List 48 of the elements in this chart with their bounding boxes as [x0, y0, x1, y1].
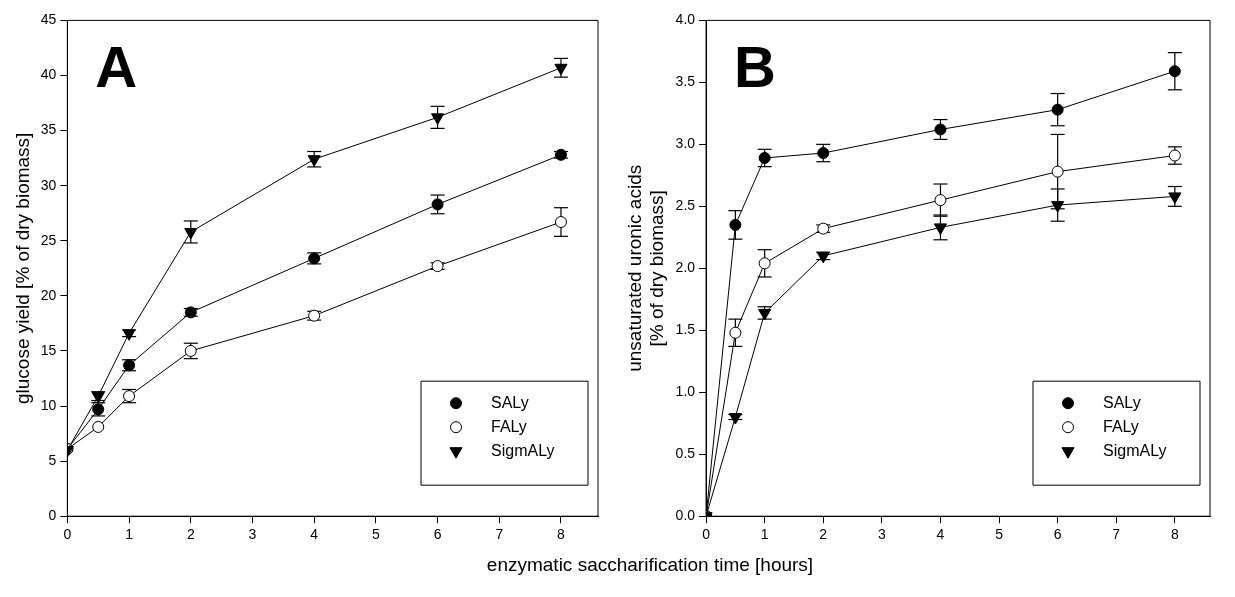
legend-label: FALy	[491, 417, 527, 435]
x-tick-label: 7	[495, 526, 504, 543]
x-tick-label: 7	[1112, 526, 1121, 543]
legend-label: SigmALy	[1103, 441, 1167, 459]
y-tick-label: 45	[40, 11, 57, 28]
x-tick-label: 1	[125, 526, 134, 543]
x-tick-label: 6	[1053, 526, 1062, 543]
y-tick-label: 1.5	[675, 321, 696, 338]
y-tick-label: 2.0	[675, 259, 696, 276]
y-axis-title: unsaturated uronic acids [% of dry biomass]	[623, 164, 668, 372]
y-tick-label: 30	[40, 176, 57, 193]
x-tick-label: 8	[1170, 526, 1179, 543]
x-tick-label: 5	[371, 526, 380, 543]
chart-title: B	[734, 34, 776, 100]
y-tick-label: 0.0	[675, 507, 696, 524]
x-tick-label: 3	[877, 526, 886, 543]
y-tick-label: 2.5	[675, 197, 696, 214]
y-tick-label: 35	[40, 121, 57, 138]
x-tick-label: 6	[433, 526, 442, 543]
y-tick-label: 25	[40, 231, 57, 248]
legend-label: SALy	[1103, 393, 1141, 411]
y-tick-label: 5	[48, 451, 57, 468]
y-axis-title: glucose yield [% of dry biomass]	[11, 132, 33, 404]
y-tick-label: 1.0	[675, 383, 696, 400]
y-tick-label: 20	[40, 286, 57, 303]
x-tick-label: 1	[760, 526, 769, 543]
y-tick-label: 3.5	[675, 73, 696, 90]
y-tick-label: 4.0	[675, 11, 696, 28]
y-tick-label: 10	[40, 396, 57, 413]
x-tick-label: 2	[819, 526, 828, 543]
x-tick-label: 5	[995, 526, 1004, 543]
x-axis-title: enzymatic saccharification time [hours]	[485, 554, 815, 576]
x-tick-label: 2	[186, 526, 195, 543]
x-tick-label: 0	[63, 526, 72, 543]
y-tick-label: 15	[40, 341, 57, 358]
y-tick-label: 3.0	[675, 135, 696, 152]
y-tick-label: 0.5	[675, 445, 696, 462]
x-tick-label: 0	[702, 526, 711, 543]
y-tick-label: 0	[48, 507, 57, 524]
x-tick-label: 8	[557, 526, 566, 543]
legend-label: SALy	[491, 393, 529, 411]
legend-label: SigmALy	[491, 441, 555, 459]
x-tick-label: 4	[936, 526, 945, 543]
legend-label: FALy	[1103, 417, 1139, 435]
x-tick-label: 4	[310, 526, 319, 543]
y-tick-label: 40	[40, 66, 57, 83]
x-tick-label: 3	[248, 526, 257, 543]
chart-title: A	[95, 34, 138, 100]
